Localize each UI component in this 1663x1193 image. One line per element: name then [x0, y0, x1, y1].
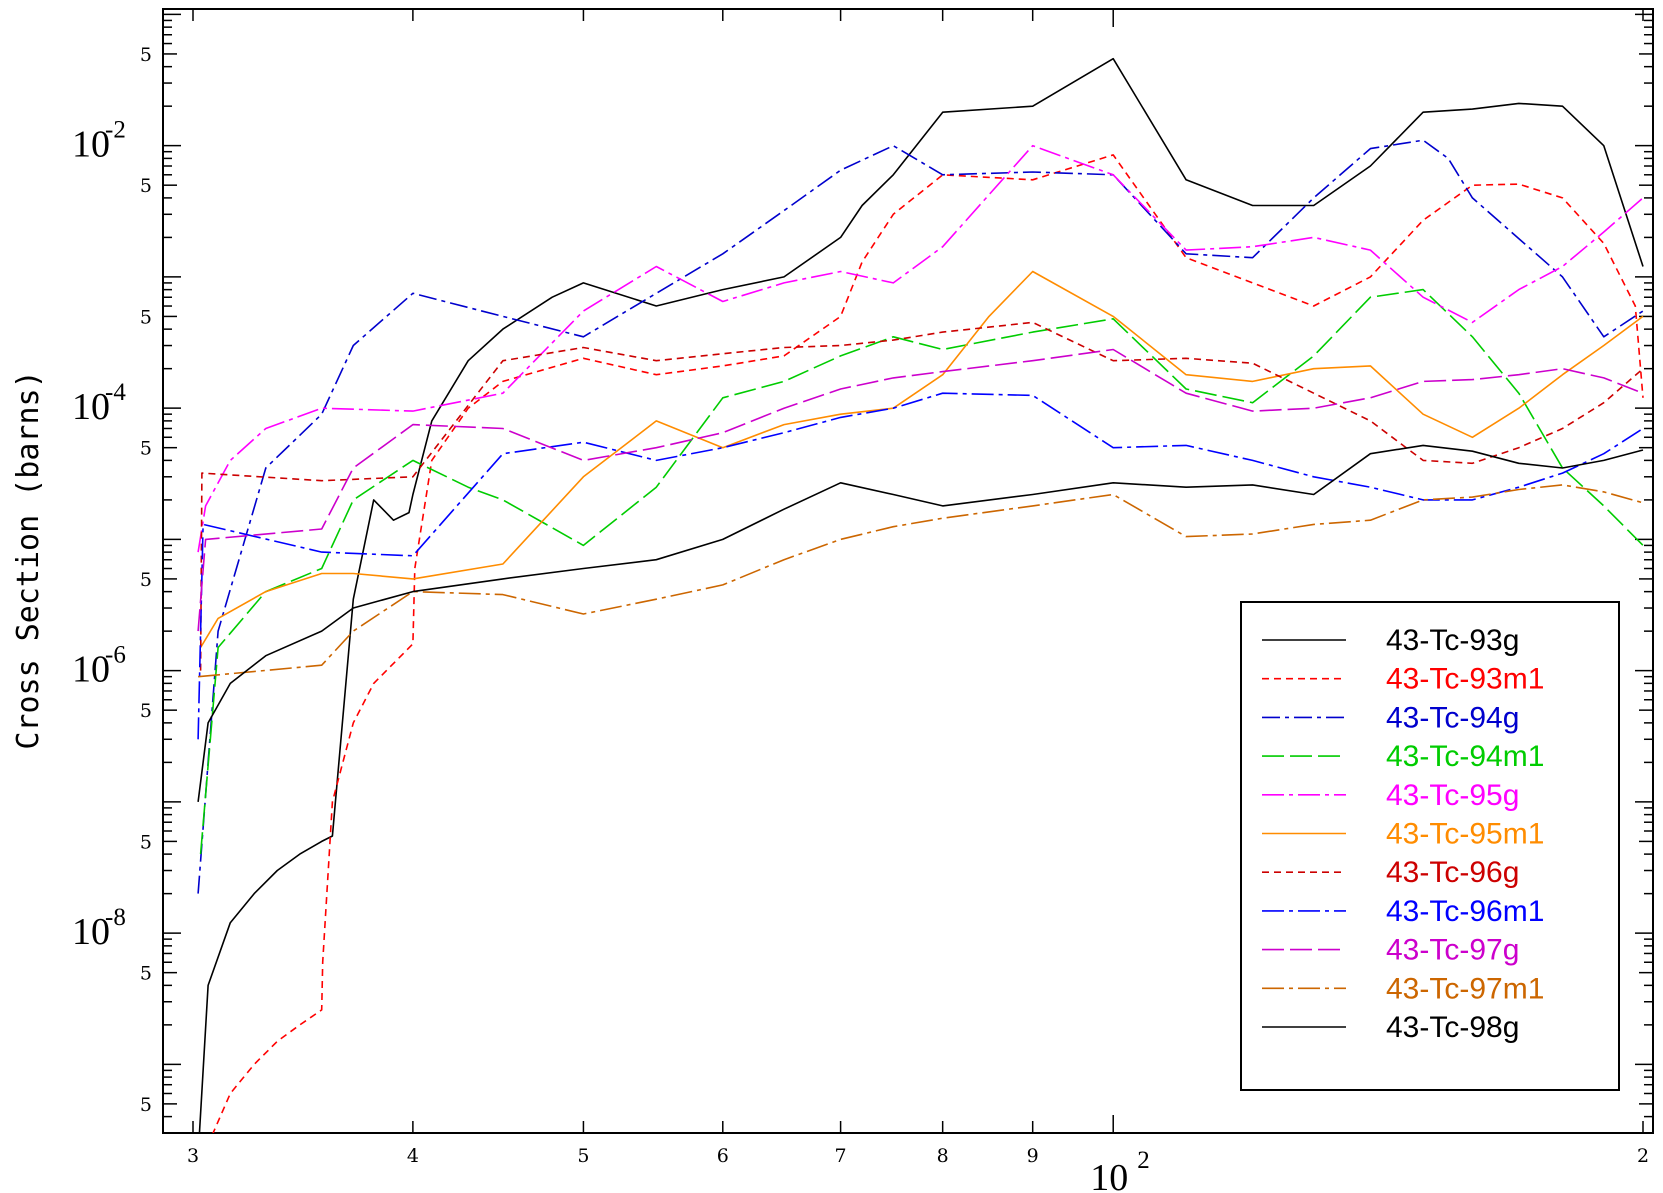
- y-tick-label: 5: [140, 569, 152, 591]
- x-tick-label: 2: [1637, 1145, 1649, 1167]
- y-decade-label-exp: -4: [105, 379, 126, 406]
- series-line-43-tc-96m1: [197, 392, 1644, 740]
- series-line-43-tc-97g: [197, 348, 1644, 632]
- series-line-43-tc-94m1: [199, 288, 1644, 855]
- legend-label: 43-Tc-95m1: [1386, 818, 1544, 851]
- legend-label: 43-Tc-97g: [1386, 934, 1519, 967]
- series-line-43-tc-93m1: [212, 154, 1644, 1133]
- legend-label: 43-Tc-94m1: [1386, 740, 1544, 773]
- y-tick-label: 5: [140, 831, 152, 853]
- y-tick-label: 5: [140, 306, 152, 328]
- y-axis-label: Cross Section (barns): [11, 370, 46, 749]
- legend-label: 43-Tc-96m1: [1386, 895, 1544, 928]
- legend-label: 43-Tc-98g: [1386, 1011, 1519, 1044]
- series-line-43-tc-95g: [197, 144, 1644, 553]
- legend-box: [1240, 601, 1620, 1091]
- series-line-43-tc-98g: [197, 444, 1644, 803]
- y-decade-label-exp: -6: [105, 642, 126, 669]
- x-decade-label-base: 10: [1090, 1157, 1128, 1193]
- legend-label: 43-Tc-95g: [1386, 779, 1519, 812]
- x-decade-label-exp: 2: [1137, 1147, 1150, 1174]
- x-tick-label: 9: [1027, 1145, 1039, 1167]
- x-tick-label: 5: [577, 1145, 589, 1167]
- series-line-43-tc-96g: [199, 321, 1644, 671]
- y-decade-label-base: 10: [72, 911, 110, 953]
- y-decade-label-exp: -8: [105, 904, 126, 931]
- plot-frame: [162, 8, 1654, 1134]
- series-line-43-tc-95m1: [199, 270, 1644, 648]
- x-tick-label: 8: [937, 1145, 949, 1167]
- legend-label: 43-Tc-96g: [1386, 856, 1519, 889]
- y-tick-label: 5: [140, 700, 152, 722]
- legend-label: 43-Tc-94g: [1386, 701, 1519, 734]
- series-line-43-tc-97m1: [198, 484, 1644, 678]
- legend-label: 43-Tc-93m1: [1386, 663, 1544, 696]
- y-tick-label: 5: [140, 44, 152, 66]
- series-layer: [197, 57, 1644, 1133]
- x-tick-label: 4: [407, 1145, 419, 1167]
- axis-ticks: [163, 9, 1653, 1134]
- y-decade-label-base: 10: [72, 649, 110, 691]
- legend-label: 43-Tc-93g: [1386, 624, 1519, 657]
- legend: 43-Tc-93g 43-Tc-93m1 43-Tc-94g 43-Tc-94m1 43…: [1240, 601, 1620, 1091]
- y-decade-label-base: 10: [72, 124, 110, 166]
- x-tick-label: 6: [717, 1145, 729, 1167]
- y-tick-label: 5: [140, 438, 152, 460]
- series-line-43-tc-93g: [198, 57, 1644, 1133]
- y-decade-label-exp: -2: [105, 117, 126, 144]
- x-tick-label: 3: [187, 1145, 199, 1167]
- series-line-43-tc-94g: [197, 139, 1644, 894]
- legend-label: 43-Tc-97m1: [1386, 972, 1544, 1005]
- x-tick-label: 7: [835, 1145, 847, 1167]
- y-tick-label: 5: [140, 963, 152, 985]
- y-tick-label: 5: [140, 175, 152, 197]
- y-tick-label: 5: [140, 1094, 152, 1116]
- y-decade-label-base: 10: [72, 386, 110, 428]
